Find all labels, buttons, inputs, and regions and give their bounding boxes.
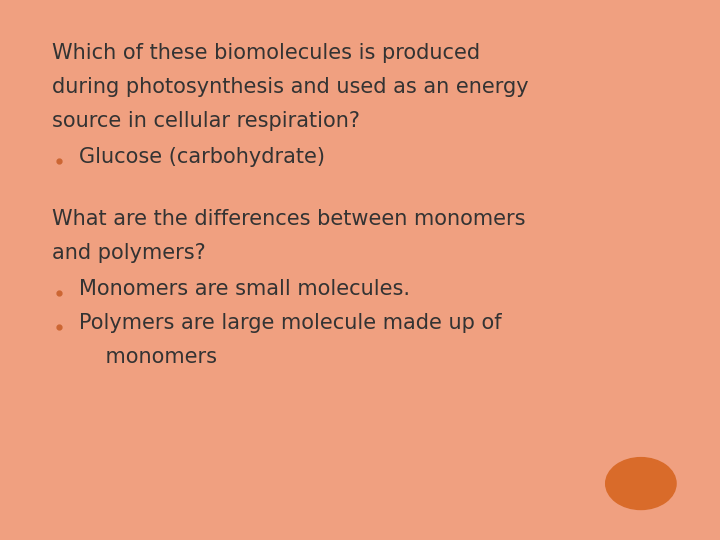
Circle shape [606, 457, 676, 510]
Text: Glucose (carbohydrate): Glucose (carbohydrate) [79, 147, 325, 167]
Text: Polymers are large molecule made up of: Polymers are large molecule made up of [79, 313, 502, 333]
Text: Monomers are small molecules.: Monomers are small molecules. [79, 279, 410, 299]
Text: Which of these biomolecules is produced: Which of these biomolecules is produced [52, 43, 480, 63]
Text: during photosynthesis and used as an energy: during photosynthesis and used as an ene… [52, 77, 528, 97]
Text: and polymers?: and polymers? [52, 242, 206, 262]
Text: What are the differences between monomers: What are the differences between monomer… [52, 208, 526, 228]
Text: monomers: monomers [79, 347, 217, 367]
Text: source in cellular respiration?: source in cellular respiration? [52, 111, 360, 131]
